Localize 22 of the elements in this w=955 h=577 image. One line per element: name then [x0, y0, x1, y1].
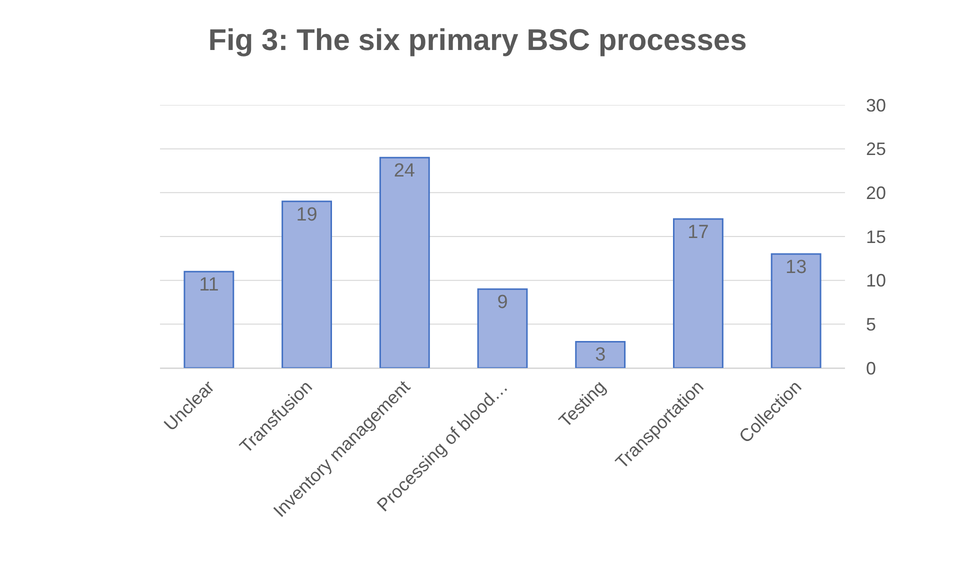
data-label: 13	[786, 257, 807, 278]
chart-title: Fig 3: The six primary BSC processes	[208, 24, 747, 57]
bar	[770, 253, 822, 368]
bar	[477, 288, 528, 368]
y-tick-label: 15	[866, 226, 886, 247]
data-label: 17	[688, 222, 709, 243]
y-tick-label: 30	[866, 95, 886, 116]
data-label: 11	[199, 274, 219, 296]
data-label: 24	[394, 160, 416, 182]
data-label: 9	[497, 292, 508, 314]
bar	[575, 340, 626, 368]
y-tick-label: 5	[866, 314, 876, 334]
bar	[184, 270, 234, 368]
bar	[379, 156, 430, 368]
y-tick-label: 0	[866, 358, 876, 378]
data-label: 19	[296, 204, 318, 226]
y-tick-label: 25	[866, 139, 886, 160]
bar	[673, 218, 724, 368]
y-tick-label: 10	[866, 270, 886, 291]
data-label: 3	[595, 344, 606, 366]
bar	[282, 200, 332, 368]
y-tick-label: 20	[866, 182, 886, 203]
